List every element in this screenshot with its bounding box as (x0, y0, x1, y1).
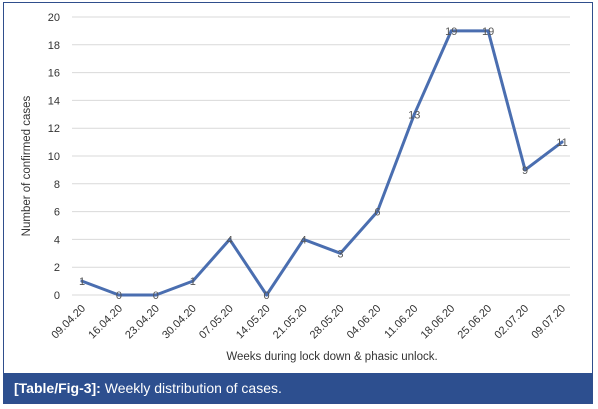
x-tick-label: 25.06.20 (456, 303, 495, 342)
y-tick-label: 2 (54, 262, 60, 274)
x-tick-label: 14.05.20 (234, 303, 273, 342)
data-label: 0 (116, 290, 122, 302)
data-point (449, 29, 453, 33)
figure-frame: 0 2 4 6 8 10 12 14 16 18 20 09.04.20 16.04.20 23.04.… (3, 2, 593, 404)
data-point (523, 168, 527, 172)
data-label: 1 (79, 276, 85, 288)
y-tick-label: 10 (48, 151, 60, 163)
data-point (375, 210, 379, 214)
y-tick-label: 12 (48, 123, 60, 135)
data-label: 3 (337, 248, 343, 260)
data-label: 19 (482, 26, 494, 38)
x-tick-label: 28.05.20 (308, 303, 347, 342)
data-label: 0 (153, 290, 159, 302)
data-label: 0 (264, 290, 270, 302)
data-point (265, 293, 269, 297)
data-point (302, 237, 306, 241)
data-point (338, 251, 342, 255)
data-point (154, 293, 158, 297)
series-line (80, 29, 564, 297)
y-tick-label: 6 (54, 207, 60, 219)
data-label: 4 (227, 234, 233, 246)
data-point (117, 293, 121, 297)
x-tick-label: 11.06.20 (382, 303, 420, 341)
data-label: 19 (445, 26, 457, 38)
y-tick-label: 18 (48, 40, 60, 52)
y-tick-label: 14 (48, 95, 60, 107)
gridlines (72, 16, 570, 296)
data-point (191, 279, 195, 283)
y-axis-title: Number of confirmed cases (21, 95, 33, 236)
caption-label: [Table/Fig-3]: (14, 380, 101, 396)
y-tick-label: 16 (48, 68, 60, 80)
line-chart: 0 2 4 6 8 10 12 14 16 18 20 09.04.20 16.04.20 23.04.… (4, 3, 592, 373)
data-label: 13 (408, 109, 420, 121)
y-axis-ticks: 0 2 4 6 8 10 12 14 16 18 20 (48, 12, 60, 302)
x-tick-label: 18.06.20 (419, 303, 458, 342)
data-label: 11 (556, 137, 567, 149)
y-tick-label: 4 (54, 234, 60, 246)
figure-caption: [Table/Fig-3]: Weekly distribution of ca… (4, 373, 592, 403)
x-axis-ticks: 09.04.2016.04.2023.04.2030.04.2007.05.20… (49, 303, 568, 342)
data-point (412, 112, 416, 116)
data-label: 1 (190, 276, 196, 288)
data-label: 6 (374, 207, 380, 219)
data-point (80, 279, 84, 283)
x-axis-title: Weeks during lock down & phasic unlock. (226, 351, 437, 363)
x-tick-label: 23.04.20 (123, 303, 162, 342)
data-labels: 1 0 0 1 4 0 4 3 6 13 19 19 9 11 (79, 26, 568, 302)
y-tick-label: 0 (54, 290, 60, 302)
data-point (486, 29, 490, 33)
x-tick-label: 04.06.20 (345, 303, 384, 342)
data-label: 4 (300, 234, 306, 246)
x-tick-label: 09.07.20 (529, 303, 568, 342)
x-tick-label: 21.05.20 (271, 303, 310, 342)
x-tick-label: 16.04.20 (86, 303, 125, 342)
caption-text: Weekly distribution of cases. (104, 380, 282, 396)
x-tick-label: 02.07.20 (492, 303, 531, 342)
data-point (560, 140, 564, 144)
data-point (228, 237, 232, 241)
series-line-layer (80, 29, 564, 297)
x-tick-label: 09.04.20 (49, 303, 88, 342)
y-tick-label: 8 (54, 179, 60, 191)
x-tick-label: 30.04.20 (160, 303, 199, 342)
x-tick-label: 07.05.20 (197, 303, 236, 342)
data-label: 9 (522, 165, 528, 177)
y-tick-label: 20 (48, 12, 60, 24)
